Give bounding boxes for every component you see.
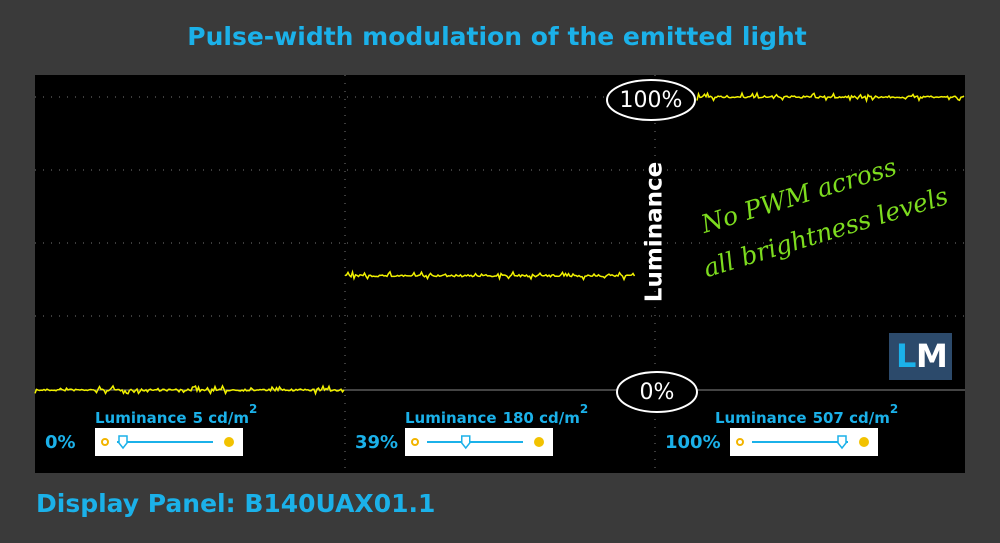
- unit-power: 2: [249, 402, 257, 416]
- luminance-text: Luminance 507 cd/m2: [715, 402, 898, 427]
- scale-ellipse: [606, 79, 696, 121]
- scale-ellipse: [616, 371, 698, 413]
- trace: [344, 269, 636, 282]
- unit-power: 2: [580, 402, 588, 416]
- scope-grid: [35, 75, 965, 473]
- trace: [696, 91, 965, 104]
- unit-power: 2: [890, 402, 898, 416]
- luminance-value: 507 cd/m: [813, 409, 890, 427]
- luminance-text: Luminance 180 cd/m2: [405, 402, 588, 427]
- sun-big: [224, 437, 234, 447]
- level-label: 100%: [665, 432, 721, 453]
- slider-knob: [461, 435, 471, 450]
- logo-l: L: [896, 337, 916, 375]
- luminance-text: Luminance 5 cd/m2: [95, 402, 257, 427]
- slider-knob: [118, 435, 128, 450]
- level-label: 0%: [45, 432, 76, 453]
- logo: [889, 333, 952, 380]
- sun-big: [534, 437, 544, 447]
- sun-small: [411, 438, 419, 446]
- sun-big: [859, 437, 869, 447]
- sun-small: [101, 438, 109, 446]
- luminance-value: 180 cd/m: [503, 409, 580, 427]
- trace: [34, 384, 345, 396]
- level-label: 39%: [355, 432, 398, 453]
- luminance-label: Luminance: [405, 409, 497, 427]
- axis-label: Luminance: [642, 162, 668, 302]
- footer: Display Panel: B140UAX01.1: [36, 489, 435, 518]
- luminance-value: 5 cd/m: [193, 409, 249, 427]
- scale-top: 100%: [620, 88, 683, 113]
- sun-small: [736, 438, 744, 446]
- slider-knob: [837, 435, 847, 450]
- title: Pulse-width modulation of the emitted li…: [187, 22, 806, 51]
- scale-bottom: 0%: [640, 380, 675, 405]
- luminance-label: Luminance: [715, 409, 807, 427]
- logo-m: M: [916, 337, 948, 375]
- scope-screen: [35, 75, 965, 473]
- luminance-label: Luminance: [95, 409, 187, 427]
